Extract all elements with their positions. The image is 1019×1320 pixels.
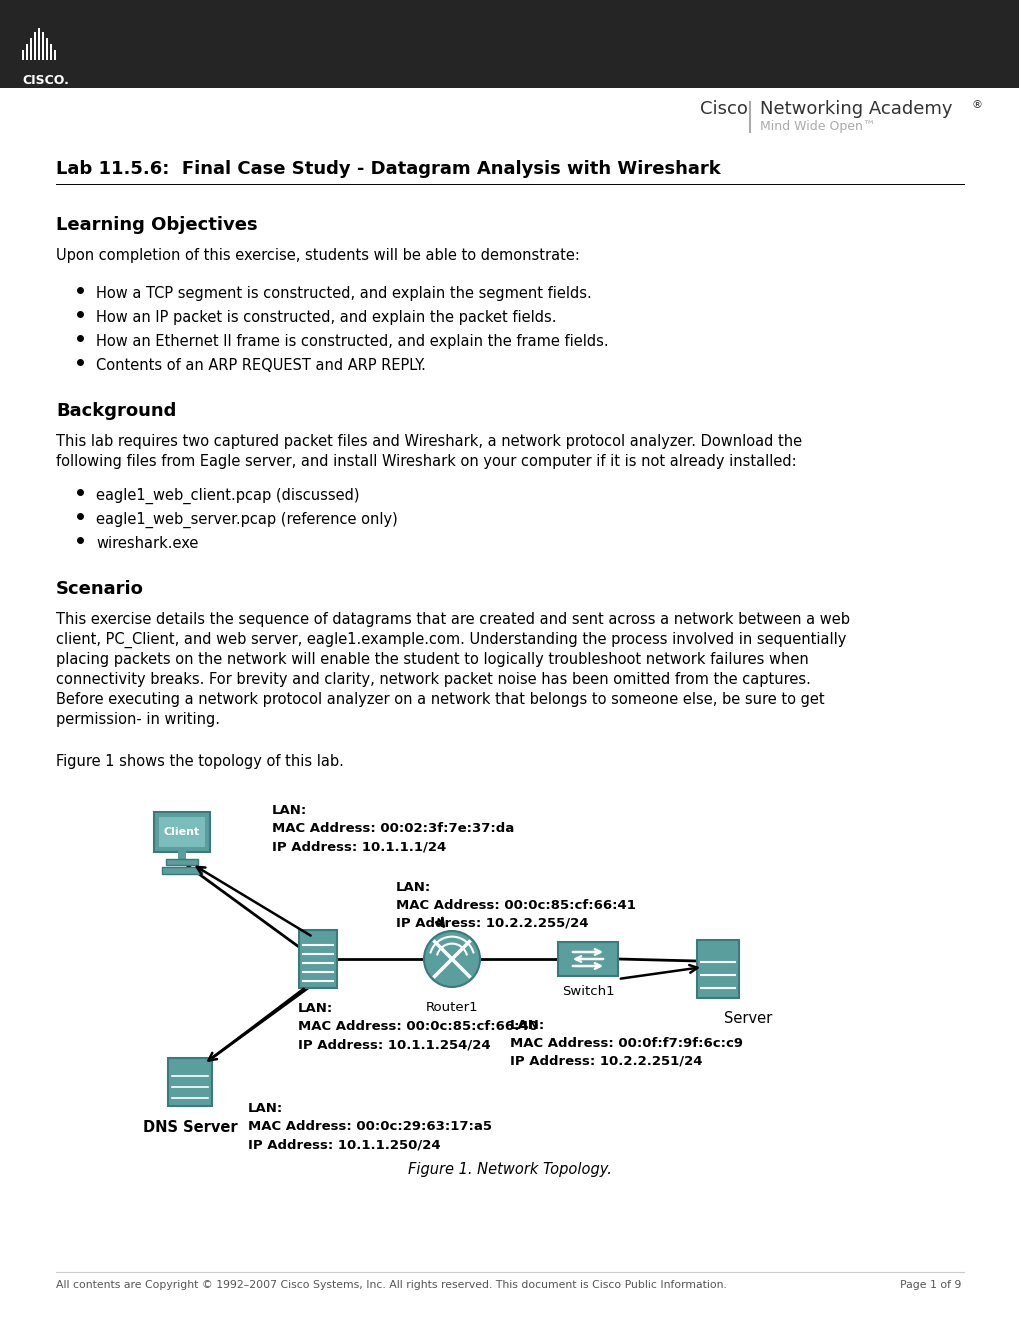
Text: wireshark.exe: wireshark.exe	[96, 536, 198, 550]
Text: Learning Objectives: Learning Objectives	[56, 216, 258, 234]
Bar	[38, 28, 41, 59]
FancyBboxPatch shape	[154, 812, 210, 851]
Text: Server: Server	[723, 1011, 771, 1026]
Text: LAN:: LAN:	[298, 1002, 333, 1015]
Bar	[54, 50, 56, 59]
Text: Networking Academy: Networking Academy	[759, 100, 952, 117]
Bar	[22, 50, 24, 59]
Text: IP Address: 10.2.2.255/24: IP Address: 10.2.2.255/24	[395, 917, 588, 931]
Text: IP Address: 10.2.2.251/24: IP Address: 10.2.2.251/24	[510, 1055, 702, 1068]
Text: eagle1_web_server.pcap (reference only): eagle1_web_server.pcap (reference only)	[96, 512, 397, 528]
Text: Switch1: Switch1	[561, 985, 613, 998]
Text: Page 1 of 9: Page 1 of 9	[899, 1280, 961, 1290]
Text: client, PC_Client, and web server, eagle1.example.com. Understanding the process: client, PC_Client, and web server, eagle…	[56, 632, 846, 648]
Text: Upon completion of this exercise, students will be able to demonstrate:: Upon completion of this exercise, studen…	[56, 248, 580, 263]
Text: Router1: Router1	[425, 1001, 478, 1014]
Circle shape	[424, 931, 480, 987]
Text: This lab requires two captured packet files and Wireshark, a network protocol an: This lab requires two captured packet fi…	[56, 434, 801, 449]
Text: Background: Background	[56, 403, 176, 420]
Bar	[50, 44, 52, 59]
Bar	[30, 38, 33, 59]
Bar	[162, 867, 202, 874]
Text: MAC Address: 00:0f:f7:9f:6c:c9: MAC Address: 00:0f:f7:9f:6c:c9	[510, 1038, 742, 1049]
Text: LAN:: LAN:	[272, 804, 307, 817]
Bar	[696, 940, 739, 998]
Text: DNS Server: DNS Server	[143, 1119, 237, 1135]
Text: LAN:: LAN:	[248, 1102, 283, 1115]
Text: Scenario: Scenario	[56, 579, 144, 598]
Text: Client: Client	[164, 828, 200, 837]
Text: MAC Address: 00:0c:85:cf:66:41: MAC Address: 00:0c:85:cf:66:41	[395, 899, 635, 912]
Text: MAC Address: 00:02:3f:7e:37:da: MAC Address: 00:02:3f:7e:37:da	[272, 822, 514, 836]
FancyBboxPatch shape	[159, 817, 205, 847]
Text: Contents of an ARP REQUEST and ARP REPLY.: Contents of an ARP REQUEST and ARP REPLY…	[96, 358, 426, 374]
Text: IP Address: 10.1.1.1/24: IP Address: 10.1.1.1/24	[272, 840, 446, 853]
Bar	[0, 0, 1019, 88]
Text: eagle1_web_client.pcap (discussed): eagle1_web_client.pcap (discussed)	[96, 488, 359, 504]
Text: following files from Eagle server, and install Wireshark on your computer if it : following files from Eagle server, and i…	[56, 454, 796, 469]
Text: placing packets on the network will enable the student to logically troubleshoot: placing packets on the network will enab…	[56, 652, 808, 667]
Text: This exercise details the sequence of datagrams that are created and sent across: This exercise details the sequence of da…	[56, 612, 849, 627]
Bar	[557, 942, 618, 975]
Text: CISCO.: CISCO.	[22, 74, 69, 87]
Text: How an Ethernet II frame is constructed, and explain the frame fields.: How an Ethernet II frame is constructed,…	[96, 334, 608, 348]
Text: connectivity breaks. For brevity and clarity, network packet noise has been omit: connectivity breaks. For brevity and cla…	[56, 672, 810, 686]
Text: ®: ®	[971, 100, 982, 110]
Text: LAN:: LAN:	[395, 880, 431, 894]
Text: Figure 1 shows the topology of this lab.: Figure 1 shows the topology of this lab.	[56, 754, 343, 770]
Bar	[166, 859, 198, 865]
Text: All contents are Copyright © 1992–2007 Cisco Systems, Inc. All rights reserved. : All contents are Copyright © 1992–2007 C…	[56, 1280, 727, 1290]
Text: Mind Wide Open™: Mind Wide Open™	[759, 120, 874, 133]
Bar	[46, 38, 49, 59]
Bar	[299, 931, 336, 987]
Text: How a TCP segment is constructed, and explain the segment fields.: How a TCP segment is constructed, and ex…	[96, 286, 591, 301]
Text: MAC Address: 00:0c:29:63:17:a5: MAC Address: 00:0c:29:63:17:a5	[248, 1119, 491, 1133]
Bar	[42, 32, 45, 59]
Text: IP Address: 10.1.1.254/24: IP Address: 10.1.1.254/24	[298, 1038, 490, 1051]
Text: IP Address: 10.1.1.250/24: IP Address: 10.1.1.250/24	[248, 1138, 440, 1151]
Text: Figure 1. Network Topology.: Figure 1. Network Topology.	[408, 1162, 611, 1177]
Bar	[34, 32, 37, 59]
Text: Lab 11.5.6:  Final Case Study - Datagram Analysis with Wireshark: Lab 11.5.6: Final Case Study - Datagram …	[56, 160, 720, 178]
Text: LAN:: LAN:	[510, 1019, 545, 1032]
Text: Cisco: Cisco	[699, 100, 747, 117]
Bar	[168, 1059, 212, 1106]
Text: How an IP packet is constructed, and explain the packet fields.: How an IP packet is constructed, and exp…	[96, 310, 556, 325]
Text: Before executing a network protocol analyzer on a network that belongs to someon: Before executing a network protocol anal…	[56, 692, 823, 708]
Text: MAC Address: 00:0c:85:cf:66:40: MAC Address: 00:0c:85:cf:66:40	[298, 1020, 537, 1034]
Text: permission- in writing.: permission- in writing.	[56, 711, 220, 727]
Bar	[25, 44, 29, 59]
Bar	[178, 851, 185, 861]
